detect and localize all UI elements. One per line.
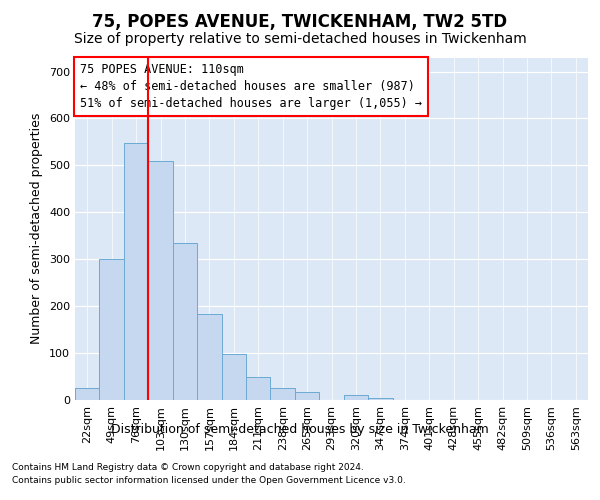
Bar	[197, 314, 221, 400]
Bar	[173, 243, 197, 400]
Bar	[221, 354, 246, 400]
Bar	[271, 388, 295, 400]
Text: 75, POPES AVENUE, TWICKENHAM, TW2 5TD: 75, POPES AVENUE, TWICKENHAM, TW2 5TD	[92, 12, 508, 30]
Bar	[124, 143, 148, 400]
Text: Contains public sector information licensed under the Open Government Licence v3: Contains public sector information licen…	[12, 476, 406, 485]
Bar	[295, 392, 319, 400]
Bar	[246, 376, 271, 400]
Text: Size of property relative to semi-detached houses in Twickenham: Size of property relative to semi-detach…	[74, 32, 526, 46]
Text: Distribution of semi-detached houses by size in Twickenham: Distribution of semi-detached houses by …	[111, 422, 489, 436]
Bar	[75, 388, 100, 400]
Bar	[368, 398, 392, 400]
Y-axis label: Number of semi-detached properties: Number of semi-detached properties	[31, 113, 43, 344]
Bar	[148, 160, 173, 400]
Text: Contains HM Land Registry data © Crown copyright and database right 2024.: Contains HM Land Registry data © Crown c…	[12, 462, 364, 471]
Text: 75 POPES AVENUE: 110sqm
← 48% of semi-detached houses are smaller (987)
51% of s: 75 POPES AVENUE: 110sqm ← 48% of semi-de…	[80, 62, 422, 110]
Bar	[100, 259, 124, 400]
Bar	[344, 396, 368, 400]
